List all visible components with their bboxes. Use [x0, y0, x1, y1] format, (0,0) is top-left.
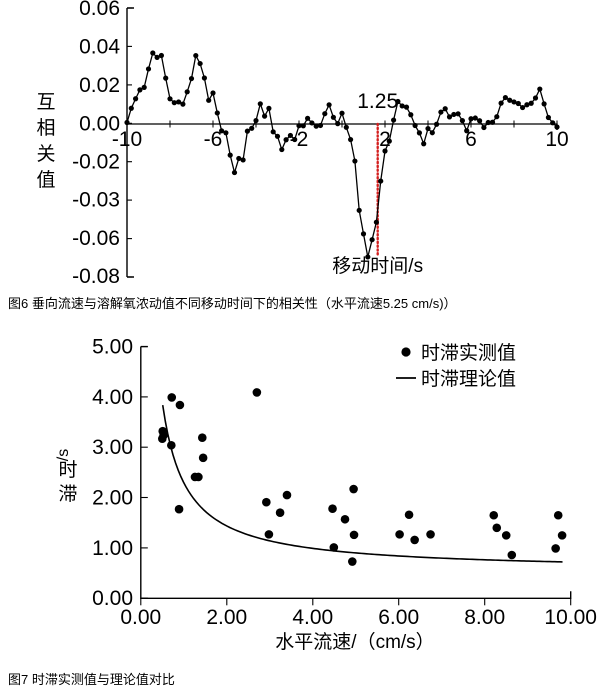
- svg-text:2.00: 2.00: [206, 606, 247, 629]
- svg-text:水平流速/（cm/s）: 水平流速/（cm/s）: [275, 631, 434, 653]
- svg-text:滞: 滞: [58, 483, 77, 505]
- svg-text:4.00: 4.00: [292, 606, 333, 629]
- svg-text:0.00: 0.00: [120, 606, 161, 629]
- svg-text:0.04: 0.04: [79, 36, 120, 59]
- svg-text:时滞实测值: 时滞实测值: [421, 342, 516, 364]
- svg-text:-0.08: -0.08: [72, 265, 120, 288]
- svg-text:/s: /s: [55, 449, 72, 461]
- svg-text:-10: -10: [112, 128, 142, 151]
- svg-text:移动时间/s: 移动时间/s: [332, 255, 423, 277]
- svg-text:2.00: 2.00: [92, 486, 133, 509]
- svg-text:6.00: 6.00: [378, 606, 419, 629]
- svg-text:5.00: 5.00: [92, 336, 133, 359]
- svg-text:时滞理论值: 时滞理论值: [421, 368, 516, 390]
- svg-text:0.06: 0.06: [79, 0, 120, 20]
- svg-text:10.00: 10.00: [544, 606, 597, 629]
- svg-text:3.00: 3.00: [92, 436, 133, 459]
- svg-text:相: 相: [36, 117, 55, 139]
- svg-text:4.00: 4.00: [92, 386, 133, 409]
- svg-text:-0.02: -0.02: [72, 151, 120, 174]
- svg-text:-0.03: -0.03: [72, 189, 120, 212]
- svg-text:1.25: 1.25: [357, 90, 398, 113]
- svg-text:-0.06: -0.06: [72, 227, 120, 250]
- svg-text:值: 值: [36, 169, 55, 191]
- svg-text:1.00: 1.00: [92, 537, 133, 560]
- svg-text:关: 关: [36, 143, 55, 165]
- svg-text:时: 时: [58, 459, 77, 481]
- svg-text:0.02: 0.02: [79, 74, 120, 97]
- svg-text:8.00: 8.00: [464, 606, 505, 629]
- svg-text:10: 10: [545, 128, 568, 151]
- svg-text:图7 时滞实测值与理论值对比: 图7 时滞实测值与理论值对比: [8, 672, 175, 687]
- svg-text:图6 垂向流速与溶解氧浓动值不同移动时间下的相关性（水平流速: 图6 垂向流速与溶解氧浓动值不同移动时间下的相关性（水平流速5.25 cm/s)…: [8, 296, 457, 311]
- svg-text:互: 互: [36, 92, 55, 113]
